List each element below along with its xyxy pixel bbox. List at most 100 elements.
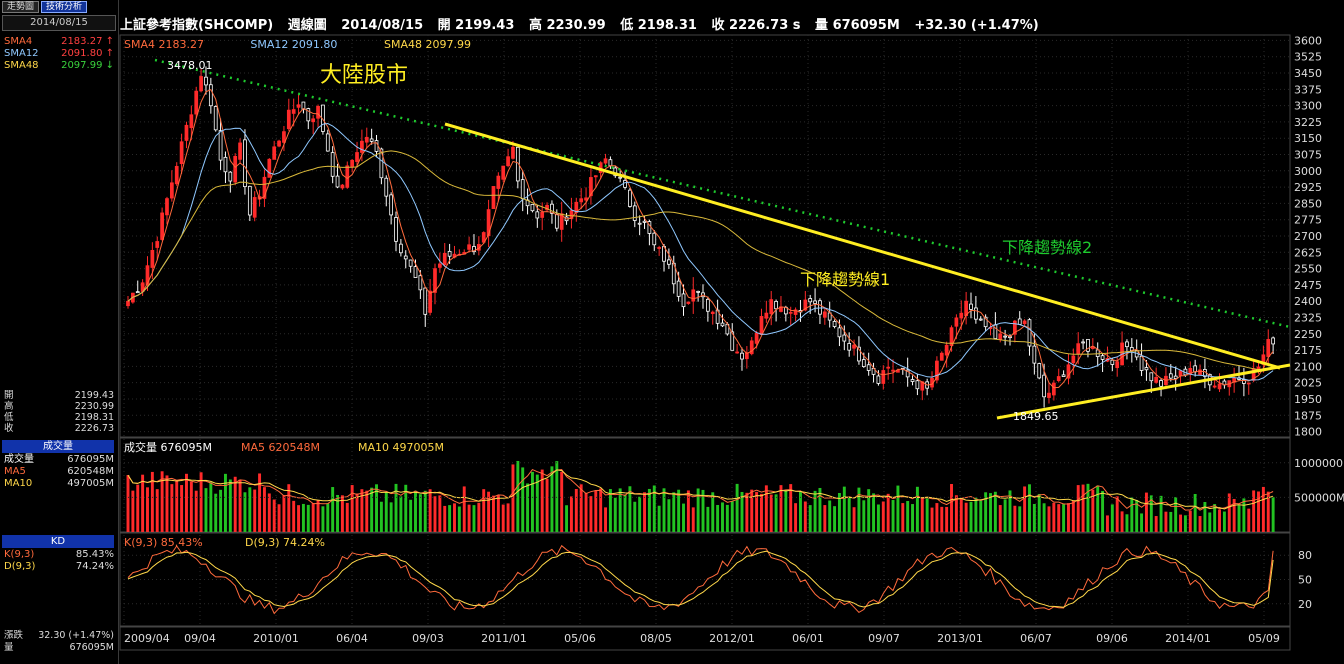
candle-body (774, 301, 778, 310)
volume-bar (238, 479, 242, 532)
x-tick-label: 05/09 (1248, 632, 1280, 645)
candle-body (447, 250, 452, 257)
candle-body (247, 185, 252, 216)
row-label: SMA48 (4, 60, 39, 71)
volume-ma10-line (127, 469, 1274, 510)
volume-bar (876, 504, 880, 532)
volume-bar (530, 471, 534, 532)
candle-body (1159, 380, 1163, 387)
tab-technical[interactable]: 技術分析 (41, 1, 88, 13)
volume-bar (930, 507, 934, 532)
volume-bar (828, 500, 832, 532)
volume-header: 成交量 (2, 440, 114, 453)
candle-body (1013, 320, 1017, 335)
y-tick-label: 1950 (1294, 393, 1322, 406)
y-tick-label: 3450 (1294, 67, 1322, 80)
header-date: 2014/08/15 (341, 18, 424, 33)
candle-body (233, 155, 238, 183)
candle-body (1110, 359, 1115, 365)
candle-body (501, 165, 506, 180)
volume-bar (638, 496, 642, 532)
x-tick-label: 05/06 (564, 632, 596, 645)
volume-bar (438, 495, 442, 532)
y-tick-label: 1875 (1294, 409, 1322, 422)
kd-header: KD (2, 535, 114, 548)
volume-bar (423, 490, 427, 532)
candle-body (710, 311, 715, 315)
y-tick-label: 3150 (1294, 132, 1322, 145)
volume-bar (1222, 511, 1226, 532)
volume-bar (1101, 490, 1105, 532)
candle-body (467, 244, 471, 250)
candle-body (554, 213, 559, 229)
candle-body (165, 198, 169, 216)
volume-bar (472, 505, 476, 532)
x-tick-label: 2011/01 (481, 632, 527, 645)
candle-body (749, 340, 754, 355)
candle-body (335, 175, 340, 188)
x-tick-label: 2013/01 (937, 632, 983, 645)
candle-body (740, 352, 744, 360)
volume-bar (516, 460, 520, 532)
tab-intraday[interactable]: 走勢圖 (2, 1, 40, 13)
volume-bar (165, 475, 169, 532)
candle-body (252, 197, 257, 218)
candle-body (759, 316, 764, 335)
candle-body (939, 352, 944, 361)
volume-bar (608, 489, 612, 532)
row-value: 2199.43 (74, 390, 114, 401)
volume-bar (297, 505, 301, 532)
candle-body (915, 380, 920, 390)
volume-bar (847, 497, 851, 532)
volume-bar (721, 502, 724, 532)
candle-body (842, 334, 847, 342)
candle-body (408, 259, 413, 267)
candle-body (272, 146, 277, 160)
volume-bar (379, 501, 383, 532)
candle-body (1115, 361, 1120, 369)
candle-body (847, 343, 852, 351)
volume-bar (550, 466, 554, 532)
volume-bar (1164, 511, 1168, 532)
volume-bar (696, 488, 700, 532)
volume-bar (959, 498, 963, 532)
candle-body (403, 255, 408, 260)
candle-body (1017, 318, 1022, 325)
volume-bar (141, 474, 145, 532)
volume-bar (1115, 496, 1119, 532)
volume-bar (1261, 486, 1265, 532)
volume-bar (355, 493, 359, 532)
candle-body (213, 106, 218, 131)
candle-body (418, 275, 423, 291)
volume-bar (457, 506, 461, 532)
candle-body (706, 298, 710, 312)
x-tick-label: 06/01 (792, 632, 824, 645)
candle-body (822, 311, 827, 318)
volume-bar (1247, 508, 1251, 532)
volume-bar (599, 488, 603, 532)
candle-body (618, 176, 623, 179)
volume-bar (1266, 491, 1270, 532)
volume-bar (701, 489, 705, 532)
x-tick-label: 09/07 (868, 632, 900, 645)
y-tick-label: 3600 (1294, 34, 1322, 47)
candle-body (511, 146, 515, 159)
candle-body (228, 171, 233, 182)
candle-body (652, 232, 657, 246)
candle-body (589, 177, 593, 197)
y-tick-label: 2925 (1294, 181, 1322, 194)
volume-bar (267, 493, 271, 532)
x-tick-label: 09/06 (1096, 632, 1128, 645)
candle-body (1149, 372, 1154, 382)
row-value: 2091.80 ↑ (61, 48, 114, 59)
volume-bar (950, 484, 953, 532)
volume-bar (954, 495, 958, 532)
candle-body (788, 311, 793, 314)
volume-bar (1130, 497, 1134, 532)
side-vol-row: 成交量 676095M (4, 454, 114, 466)
candle-body (1168, 373, 1173, 379)
x-tick-label: 09/04 (184, 632, 216, 645)
volume-bar (199, 472, 203, 532)
volume-bar (1008, 490, 1012, 532)
header-change: +32.30 (+1.47%) (914, 18, 1039, 33)
